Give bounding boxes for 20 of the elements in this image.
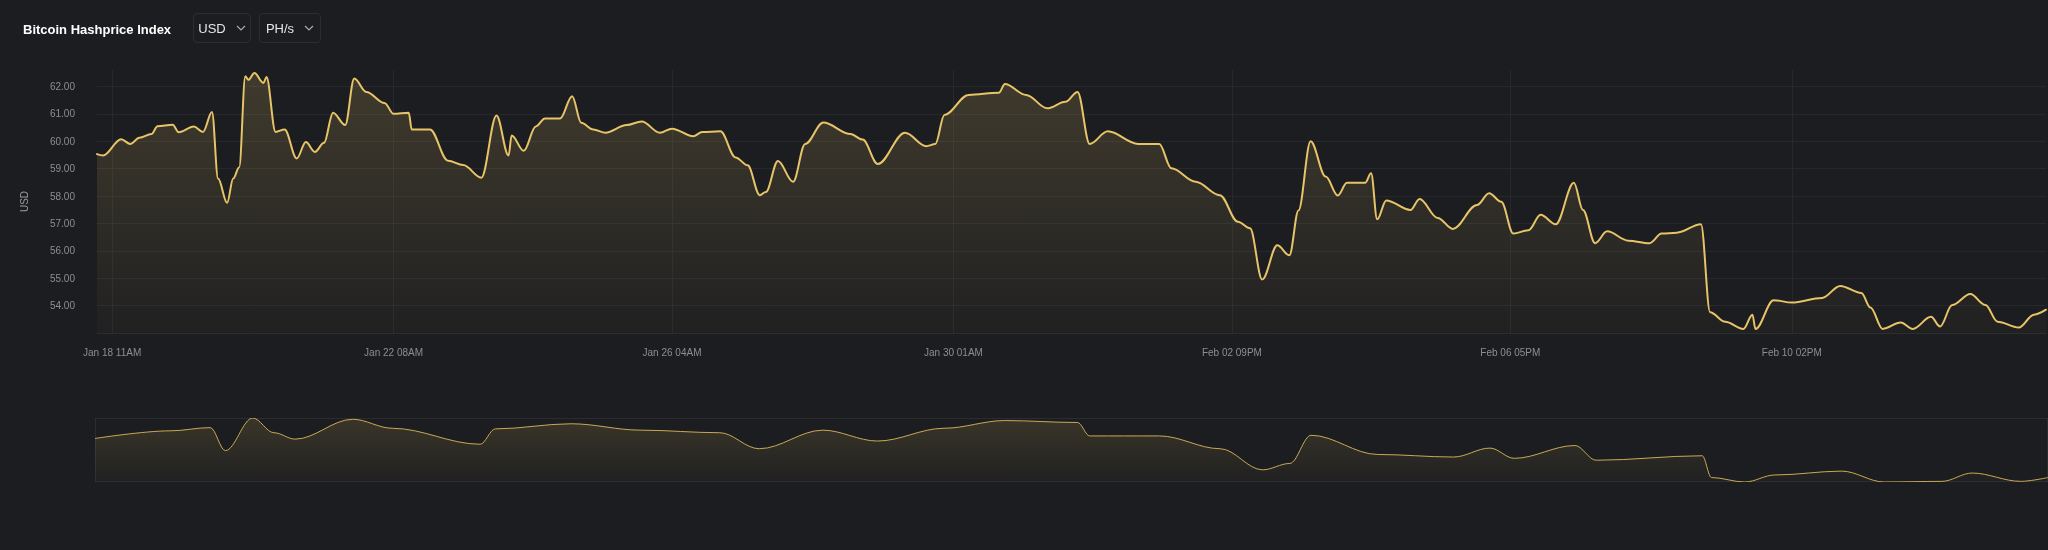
y-tick-label: 62.00 [49, 80, 76, 92]
unit-dropdown[interactable]: PH/s [259, 13, 321, 43]
y-tick-label: 55.00 [49, 272, 76, 284]
y-tick-label: 58.00 [49, 190, 76, 202]
x-tick-label: Feb 02 09PM [1201, 346, 1262, 358]
y-tick-label: 59.00 [49, 163, 76, 175]
chart-title: Bitcoin Hashprice Index [23, 22, 172, 37]
x-tick-label: Feb 10 02PM [1761, 346, 1822, 358]
y-axis-title: USD [18, 190, 30, 213]
x-tick-label: Jan 18 11AM [83, 346, 142, 358]
x-tick-label: Feb 06 05PM [1480, 346, 1541, 358]
x-tick-label: Jan 30 01AM [924, 346, 983, 358]
y-tick-label: 57.00 [49, 217, 76, 229]
y-tick-label: 56.00 [49, 245, 76, 257]
y-tick-label: 61.00 [49, 108, 76, 120]
y-tick-label: 54.00 [49, 300, 76, 312]
currency-dropdown[interactable]: USD [193, 13, 251, 43]
x-tick-label: Jan 26 04AM [642, 346, 702, 358]
y-tick-label: 60.00 [49, 135, 76, 147]
x-tick-label: Jan 22 08AM [364, 346, 424, 358]
